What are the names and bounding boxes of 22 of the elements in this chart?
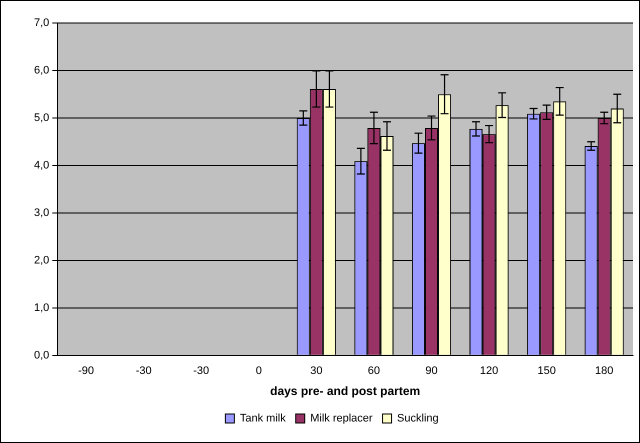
y-tick-label: 5,0 [34, 112, 50, 124]
y-tick-label: 4,0 [34, 159, 50, 172]
x-tick-label: 180 [595, 365, 614, 378]
x-tick-label: 120 [480, 365, 498, 378]
y-tick-label: 2,0 [34, 254, 50, 266]
y-tick-label: 0,0 [34, 349, 50, 362]
x-tick-label: 30 [310, 365, 322, 378]
x-tick-label: 0 [256, 365, 262, 378]
x-tick-label: 90 [425, 365, 438, 378]
x-tick-label: -30 [193, 365, 210, 378]
x-tick-label: 60 [368, 365, 380, 378]
x-tick-label: 150 [537, 365, 556, 378]
legend-label: Tank milk [240, 412, 286, 425]
y-tick-label: 7,0 [34, 17, 50, 30]
x-tick-label: -30 [136, 365, 152, 378]
y-tick-label: 6,0 [34, 64, 50, 77]
y-tick-label: 3,0 [34, 206, 50, 219]
legend-label: Suckling [397, 412, 439, 425]
y-tick-label: 1,0 [34, 302, 50, 314]
x-axis-title: days pre- and post partem [270, 384, 420, 398]
legend-label: Milk replacer [310, 412, 373, 425]
x-tick-label: -90 [78, 365, 94, 378]
